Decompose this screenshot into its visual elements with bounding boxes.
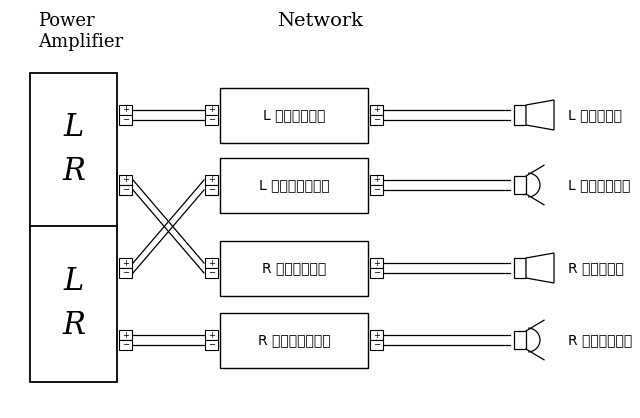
Text: Network: Network <box>277 12 363 30</box>
Bar <box>205 268 218 278</box>
Text: L: L <box>63 112 84 143</box>
Text: +: + <box>373 331 380 339</box>
Bar <box>370 115 383 125</box>
Text: −: − <box>373 268 380 278</box>
Text: L ウーファー用: L ウーファー用 <box>263 108 325 122</box>
Text: +: + <box>122 176 129 184</box>
Bar <box>220 87 368 143</box>
Bar <box>119 175 132 185</box>
Text: R トゥイーター用: R トゥイーター用 <box>258 333 330 347</box>
Text: +: + <box>373 105 380 115</box>
Polygon shape <box>526 100 554 130</box>
Bar <box>205 115 218 125</box>
Bar <box>119 105 132 115</box>
Text: L トゥイーター: L トゥイーター <box>568 178 630 192</box>
Bar <box>205 330 218 340</box>
Text: +: + <box>373 258 380 268</box>
Bar <box>205 175 218 185</box>
Bar <box>514 331 526 349</box>
Bar <box>370 340 383 350</box>
Bar <box>205 340 218 350</box>
Text: Power
Amplifier: Power Amplifier <box>38 12 123 51</box>
Text: −: − <box>373 115 380 125</box>
Bar <box>370 258 383 268</box>
Text: L: L <box>63 267 84 298</box>
Bar <box>205 185 218 195</box>
Bar <box>370 268 383 278</box>
Text: +: + <box>373 176 380 184</box>
Bar <box>514 105 526 125</box>
Bar <box>119 258 132 268</box>
Text: R ウーファー用: R ウーファー用 <box>262 261 326 275</box>
Text: −: − <box>208 341 215 349</box>
Text: +: + <box>122 331 129 339</box>
Bar <box>220 240 368 296</box>
Text: −: − <box>122 186 129 194</box>
Bar <box>30 226 117 382</box>
Bar <box>205 105 218 115</box>
Text: L トゥイーター用: L トゥイーター用 <box>259 178 330 192</box>
Bar <box>119 330 132 340</box>
Text: −: − <box>208 186 215 194</box>
Text: +: + <box>208 331 215 339</box>
Text: R: R <box>62 311 85 342</box>
Bar <box>30 73 117 227</box>
Bar <box>220 158 368 212</box>
Bar <box>370 175 383 185</box>
Text: −: − <box>373 341 380 349</box>
Polygon shape <box>526 253 554 283</box>
Text: +: + <box>208 105 215 115</box>
Text: −: − <box>122 268 129 278</box>
Text: −: − <box>122 341 129 349</box>
Bar <box>205 258 218 268</box>
Text: L ウーファー: L ウーファー <box>568 108 622 122</box>
Text: −: − <box>373 186 380 194</box>
Bar <box>514 258 526 278</box>
Bar <box>370 185 383 195</box>
Text: R トゥイーター: R トゥイーター <box>568 333 632 347</box>
Text: +: + <box>208 258 215 268</box>
Text: R: R <box>62 156 85 188</box>
Text: +: + <box>122 105 129 115</box>
Bar <box>220 313 368 367</box>
Bar <box>119 115 132 125</box>
Text: −: − <box>122 115 129 125</box>
Text: −: − <box>208 115 215 125</box>
Text: R ウーファー: R ウーファー <box>568 261 624 275</box>
Bar <box>119 340 132 350</box>
Bar <box>370 330 383 340</box>
Bar <box>514 176 526 194</box>
Text: +: + <box>208 176 215 184</box>
Bar <box>119 185 132 195</box>
Text: −: − <box>208 268 215 278</box>
Bar <box>370 105 383 115</box>
Bar <box>119 268 132 278</box>
Text: +: + <box>122 258 129 268</box>
